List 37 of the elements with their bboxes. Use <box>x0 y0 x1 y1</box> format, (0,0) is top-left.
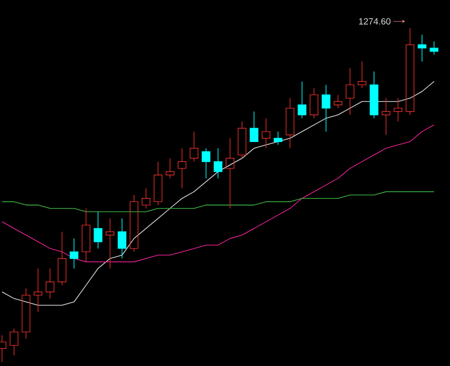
candlestick <box>322 84 330 132</box>
candlestick <box>262 118 270 149</box>
candlestick <box>334 94 342 109</box>
candlestick <box>22 288 30 339</box>
candlestick <box>430 41 438 56</box>
text: 1274.60 <box>359 18 390 25</box>
candlestick <box>346 68 354 116</box>
candlestick <box>142 188 150 209</box>
candlestick <box>34 268 42 312</box>
candlestick <box>358 61 366 89</box>
candlestick <box>250 111 258 142</box>
candlestick <box>166 158 174 179</box>
candlestick <box>310 88 318 119</box>
candlestick <box>130 194 138 252</box>
candlestick <box>106 218 114 269</box>
candlestick <box>274 131 282 146</box>
candlestick <box>418 34 426 62</box>
candlestick <box>286 98 294 149</box>
candlestick <box>94 211 102 249</box>
candlestick <box>238 121 246 159</box>
candlestick <box>82 208 90 262</box>
candlestick <box>226 138 234 209</box>
candlestick <box>298 81 306 119</box>
candlestick <box>202 148 210 179</box>
candlestick <box>382 98 390 136</box>
candlestick <box>58 231 66 286</box>
candlestick <box>178 148 186 189</box>
candlestick <box>10 328 18 356</box>
candlestick <box>70 238 78 269</box>
candlestick <box>46 268 54 299</box>
candlestick <box>370 71 378 119</box>
candlestick <box>154 161 162 206</box>
candlestick <box>406 28 414 116</box>
candlestick <box>214 148 222 179</box>
candlestick <box>190 131 198 162</box>
candlestick <box>118 218 126 259</box>
candlestick <box>394 98 402 122</box>
